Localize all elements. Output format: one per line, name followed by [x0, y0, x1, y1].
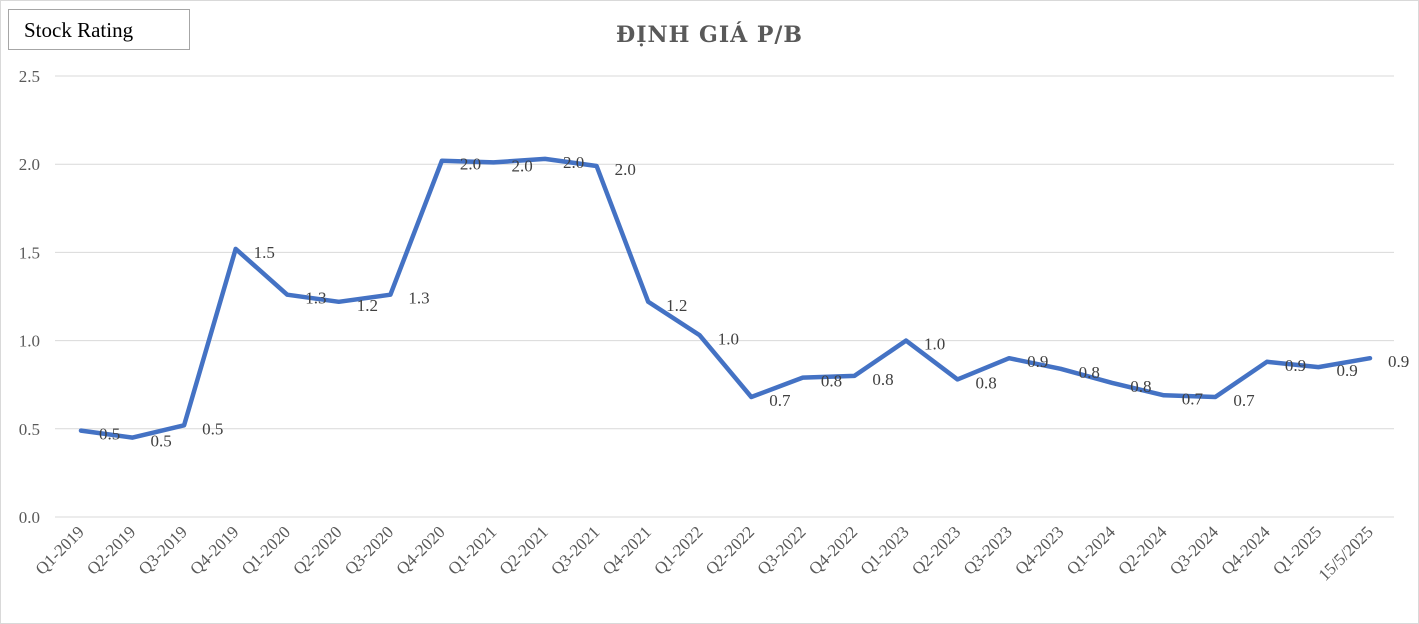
- x-tick-label: Q3-2021: [547, 522, 603, 578]
- x-tick-label: Q1-2021: [444, 522, 500, 578]
- x-tick-label: Q1-2020: [238, 522, 294, 578]
- x-tick-label: Q2-2023: [908, 522, 964, 578]
- data-label: 1.2: [666, 296, 687, 315]
- x-tick-label: Q3-2023: [960, 522, 1016, 578]
- x-tick-label: Q1-2023: [857, 522, 913, 578]
- data-label: 0.7: [1233, 391, 1255, 410]
- data-label: 0.5: [151, 432, 172, 451]
- x-tick-label: Q4-2024: [1218, 522, 1275, 579]
- gridlines: [55, 75, 1394, 518]
- stock-rating-badge: Stock Rating: [8, 9, 190, 50]
- y-tick-label: 2.0: [19, 155, 40, 174]
- x-tick-label: Q1-2019: [32, 522, 88, 578]
- x-tick-label: Q1-2024: [1063, 522, 1120, 579]
- series-line: [78, 156, 1373, 440]
- data-label: 0.9: [1388, 352, 1409, 371]
- x-tick-label: Q2-2021: [496, 522, 552, 578]
- data-label: 1.5: [254, 243, 275, 262]
- data-label: 0.8: [1130, 377, 1151, 396]
- data-label: 1.3: [408, 289, 429, 308]
- data-label: 0.7: [1182, 389, 1204, 408]
- series-pb: [78, 156, 1373, 440]
- x-tick-label: Q4-2021: [599, 522, 655, 578]
- data-label: 0.5: [99, 425, 120, 444]
- x-tick-label: Q1-2022: [650, 522, 706, 578]
- x-axis-ticks: Q1-2019Q2-2019Q3-2019Q4-2019Q1-2020Q2-20…: [32, 522, 1377, 585]
- x-tick-label: Q3-2019: [135, 522, 191, 578]
- x-tick-label: Q3-2022: [753, 522, 809, 578]
- y-tick-label: 0.5: [19, 420, 40, 439]
- data-label: 1.0: [924, 335, 945, 354]
- y-axis-ticks: 0.0 0.5 1.0 1.5 2.0 2.5: [19, 67, 40, 527]
- data-label: 0.8: [976, 373, 997, 392]
- x-tick-label: Q4-2023: [1011, 522, 1067, 578]
- x-tick-label: Q4-2020: [393, 522, 449, 578]
- data-label: 0.8: [821, 372, 842, 391]
- y-tick-label: 2.5: [19, 67, 40, 86]
- data-label: 0.8: [1079, 363, 1100, 382]
- data-label: 0.5: [202, 419, 223, 438]
- x-tick-label: Q4-2019: [186, 522, 242, 578]
- x-tick-label: 15/5/2025: [1315, 522, 1377, 584]
- data-label: 2.0: [460, 155, 481, 174]
- chart-title: ĐỊNH GIÁ P/B: [615, 22, 804, 48]
- data-label: 2.0: [563, 153, 584, 172]
- data-label: 0.9: [1285, 356, 1306, 375]
- x-tick-label: Q2-2024: [1114, 522, 1171, 579]
- data-label: 2.0: [615, 160, 636, 179]
- x-tick-label: Q3-2020: [341, 522, 397, 578]
- x-tick-label: Q3-2024: [1166, 522, 1223, 579]
- data-label: 1.0: [718, 329, 739, 348]
- data-label: 0.9: [1336, 361, 1357, 380]
- x-tick-label: Q2-2019: [83, 522, 139, 578]
- x-tick-label: Q4-2022: [805, 522, 861, 578]
- x-tick-label: Q2-2022: [702, 522, 758, 578]
- x-tick-label: Q2-2020: [289, 522, 345, 578]
- data-label: 2.0: [511, 156, 532, 175]
- y-tick-label: 1.0: [19, 332, 40, 351]
- data-label: 1.2: [357, 296, 378, 315]
- data-label: 0.8: [872, 370, 893, 389]
- data-label: 1.3: [305, 289, 326, 308]
- y-tick-label: 1.5: [19, 243, 40, 262]
- data-label: 0.9: [1027, 352, 1048, 371]
- data-label: 0.7: [769, 391, 791, 410]
- data-labels: 0.5 0.5 0.5 1.5 1.3 1.2 1.3 2.0 2.0 2.0 2.0 1.2 1.0 0…: [99, 153, 1409, 451]
- y-tick-label: 0.0: [19, 508, 40, 527]
